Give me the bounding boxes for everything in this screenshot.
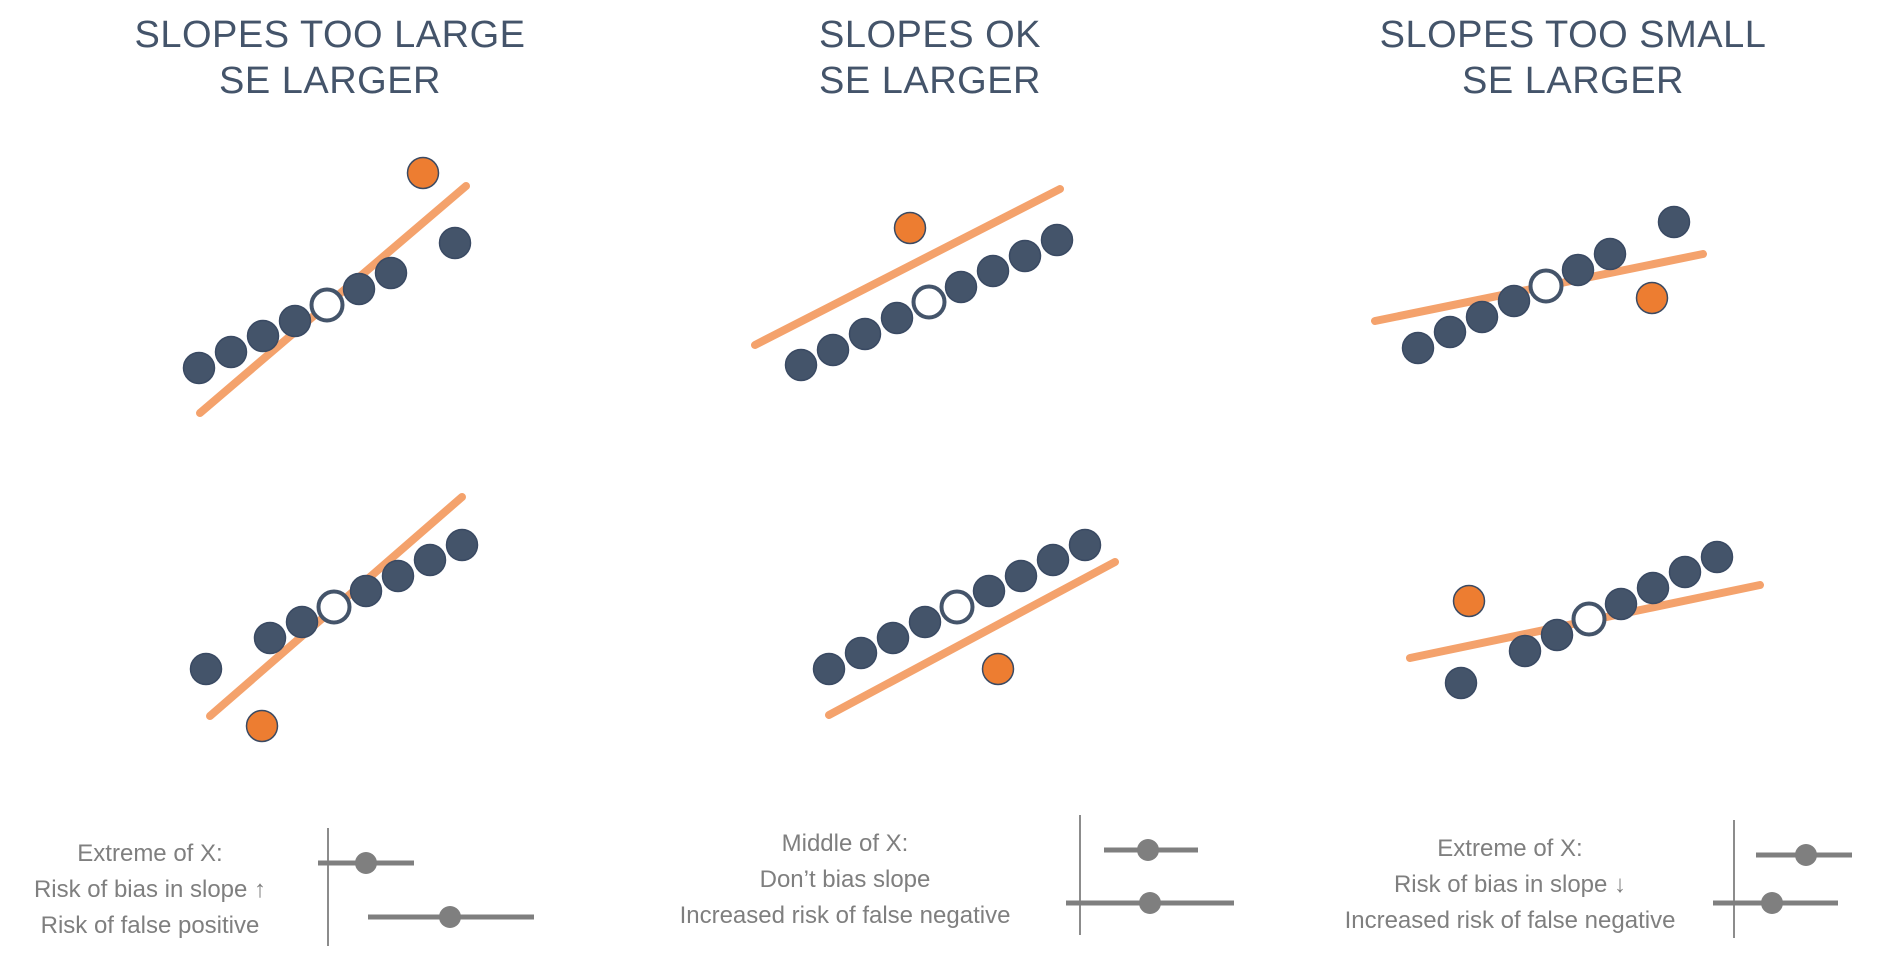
caption-line: Risk of bias in slope ↓: [1393, 871, 1627, 898]
data-point: [876, 621, 910, 655]
data-point: [1008, 239, 1042, 273]
data-point: [1401, 331, 1435, 365]
data-point: [413, 543, 447, 577]
mean-point: [309, 287, 345, 323]
data-point: [844, 636, 878, 670]
estimate-dot: [1137, 839, 1159, 861]
mean-point: [1528, 268, 1564, 304]
title-slopes-too-large: SLOPES TOO LARGE SE LARGER: [30, 12, 630, 104]
caption-line: Extreme of X:: [1437, 835, 1583, 862]
caption-line: Middle of X:: [781, 830, 909, 857]
data-point: [438, 226, 472, 260]
data-point: [278, 304, 312, 338]
data-point: [1036, 543, 1070, 577]
data-point: [1508, 634, 1542, 668]
estimate-dot: [439, 906, 461, 928]
data-point: [189, 652, 223, 686]
title-line-2: SE LARGER: [218, 60, 442, 102]
caption-extreme-large: Extreme of X: Risk of bias in slope ↑ Ri…: [0, 836, 360, 944]
estimate-dot: [1139, 892, 1161, 914]
mean-point: [316, 589, 352, 625]
mean-point: [911, 284, 947, 320]
fitted-line: [825, 558, 1119, 719]
data-point: [1700, 540, 1734, 574]
data-point: [253, 621, 287, 655]
data-point: [944, 270, 978, 304]
data-point: [1004, 559, 1038, 593]
caption-line: Extreme of X:: [77, 840, 223, 867]
caption-line: Risk of false positive: [40, 912, 260, 939]
data-point: [1604, 587, 1638, 621]
data-point: [374, 256, 408, 290]
data-point: [784, 348, 818, 382]
data-point: [214, 335, 248, 369]
data-point: [1668, 555, 1702, 589]
title-line-1: SLOPES TOO SMALL: [1379, 14, 1767, 56]
data-point: [880, 301, 914, 335]
data-point: [1657, 205, 1691, 239]
data-point: [848, 317, 882, 351]
data-point: [349, 574, 383, 608]
data-point: [976, 254, 1010, 288]
title-line-1: SLOPES TOO LARGE: [134, 14, 526, 56]
data-point: [816, 333, 850, 367]
data-point: [1540, 618, 1574, 652]
data-point: [445, 528, 479, 562]
estimate-dot: [1795, 844, 1817, 866]
data-point: [246, 319, 280, 353]
mean-point: [939, 589, 975, 625]
outlier-point: [1452, 584, 1486, 618]
caption-line: Don’t bias slope: [759, 866, 931, 893]
data-point: [342, 272, 376, 306]
caption-line: Increased risk of false negative: [679, 902, 1011, 929]
data-point: [1593, 237, 1627, 271]
data-point: [1465, 300, 1499, 334]
mean-point: [1571, 601, 1607, 637]
outlier-point: [893, 211, 927, 245]
title-slopes-too-small: SLOPES TOO SMALL SE LARGER: [1273, 12, 1873, 104]
caption-line: Risk of bias in slope ↑: [33, 876, 267, 903]
data-point: [1433, 315, 1467, 349]
title-line-2: SE LARGER: [818, 60, 1042, 102]
caption-line: Increased risk of false negative: [1344, 907, 1676, 934]
outlier-point: [1635, 281, 1669, 315]
caption-middle: Middle of X: Don’t bias slope Increased …: [635, 826, 1055, 934]
fitted-line: [751, 185, 1064, 349]
data-point: [972, 574, 1006, 608]
data-point: [908, 605, 942, 639]
caption-extreme-small: Extreme of X: Risk of bias in slope ↓ In…: [1300, 831, 1720, 939]
data-point: [1040, 223, 1074, 257]
data-point: [381, 559, 415, 593]
data-point: [812, 652, 846, 686]
data-point: [182, 351, 216, 385]
data-point: [1497, 284, 1531, 318]
data-point: [1561, 253, 1595, 287]
data-point: [1636, 571, 1670, 605]
estimate-dot: [1761, 892, 1783, 914]
estimate-dot: [355, 852, 377, 874]
title-line-1: SLOPES OK: [818, 14, 1042, 56]
data-point: [1068, 528, 1102, 562]
outlier-point: [406, 156, 440, 190]
outlier-point: [245, 709, 279, 743]
outlier-point: [981, 652, 1015, 686]
data-point: [1444, 666, 1478, 700]
title-slopes-ok: SLOPES OK SE LARGER: [630, 12, 1230, 104]
data-point: [285, 605, 319, 639]
title-line-2: SE LARGER: [1461, 60, 1685, 102]
